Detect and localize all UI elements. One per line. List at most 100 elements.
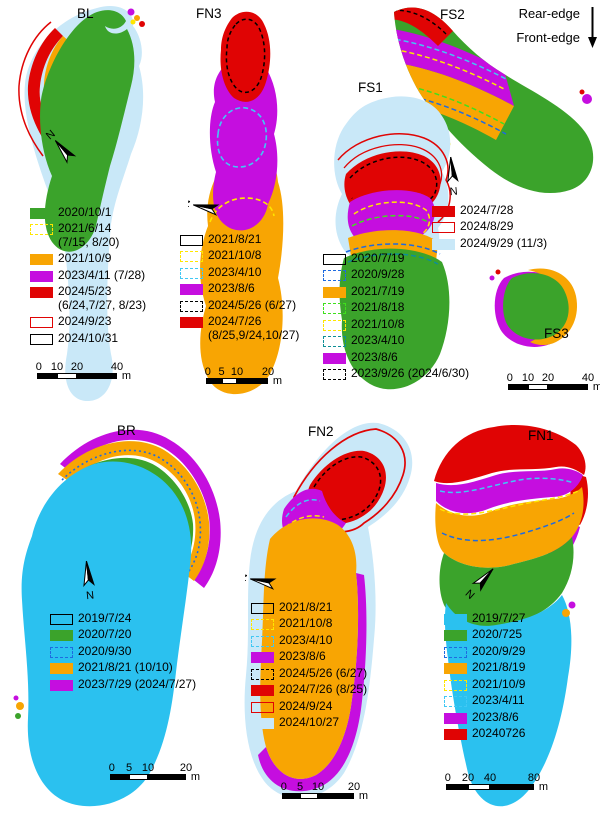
legend-item: 2021/7/19 — [323, 284, 469, 298]
fs2-speck-red2 — [579, 89, 585, 95]
br-map — [13, 429, 221, 807]
br-speck-orange — [16, 702, 24, 710]
fn2-line-2024-5-26 — [313, 456, 382, 521]
br-area-2021-8-21 — [58, 441, 210, 581]
legend-label: 2023/7/29 (2024/7/27) — [78, 676, 197, 691]
solid-swatch-icon — [30, 254, 53, 266]
fn1-line-2021-10-9 — [439, 490, 579, 515]
solid-swatch-icon — [50, 679, 73, 691]
fn2-scalebar: 0 5 10 20 m — [280, 781, 368, 802]
scalebar-tick: 20 — [541, 372, 555, 384]
bl-speck-orange — [134, 15, 140, 21]
solid-swatch-icon — [180, 284, 203, 296]
fs1-line-2021-10-8 — [353, 201, 431, 235]
bl-speck-magenta — [127, 8, 135, 16]
outline-swatch-icon — [30, 317, 53, 329]
rear-edge-label: Rear-edge — [518, 6, 580, 21]
scalebar-unit: m — [190, 771, 200, 783]
bl-speck-red — [139, 21, 145, 27]
dashed-swatch-icon — [444, 696, 467, 708]
scalebar-tick: 10 — [521, 372, 535, 384]
legend-label: 2023/4/10 — [351, 333, 405, 348]
legend-label: 2024/5/26 (6/27) — [208, 297, 297, 312]
legend-item: 2021/8/18 — [323, 300, 469, 315]
scalebar-bar: m — [282, 790, 368, 802]
legend-item: 2024/5/26 (6/27) — [180, 297, 299, 312]
fn2-area-orange-body — [260, 518, 359, 779]
scalebar-tick: 5 — [296, 781, 304, 793]
fs2-area-magenta-band — [394, 26, 514, 106]
scalebar-segment — [110, 774, 129, 780]
north-arrow-icon: N — [447, 156, 459, 198]
fs3-area-green — [503, 273, 569, 340]
scalebar-segment — [77, 373, 117, 379]
legend-item: 2023/9/26 (2024/6/30) — [323, 366, 469, 381]
solid-swatch-icon — [251, 685, 274, 697]
scalebar-segment — [221, 378, 237, 384]
fs3-speck-magenta — [489, 275, 495, 281]
scalebar-bar: m — [110, 771, 200, 783]
bl-area-2020-10-1 — [40, 10, 135, 252]
panel-title-fs1: FS1 — [358, 80, 383, 95]
north-label: N — [463, 588, 477, 602]
legend-label: 2021/8/21 — [208, 232, 262, 246]
legend-item: 2020/9/28 — [323, 267, 469, 282]
fs-scalebar: 0 10 20 40 m — [507, 372, 600, 393]
legend-item: 2021/8/21 — [180, 232, 299, 246]
legend-label: 2020/7/19 — [351, 251, 405, 265]
front-edge-label: Front-edge — [516, 30, 580, 46]
scalebar-segment — [468, 784, 490, 790]
scalebar-tick: 10 — [50, 361, 64, 373]
outline-swatch-icon — [251, 603, 274, 614]
dashed-swatch-icon — [251, 635, 274, 647]
edge-annotation: Rear-edge Front-edge — [516, 2, 580, 50]
scalebar-unit: m — [538, 781, 548, 793]
dashed-swatch-icon — [50, 646, 73, 658]
scalebar-tick: 20 — [347, 781, 361, 793]
north-label: N — [45, 128, 58, 142]
legend-item: 2019/7/24 — [50, 611, 196, 625]
fn3-line-2024-5-26 — [225, 18, 266, 94]
scalebar-unit: m — [358, 790, 368, 802]
legend-label: 2023/8/6 — [279, 649, 326, 664]
outline-swatch-icon — [30, 333, 53, 345]
legend-label: 2024/9/23 — [58, 314, 112, 329]
legend-label: 2021/6/14 (7/15, 8/20) — [58, 221, 120, 249]
legend-label-line2: (7/15, 8/20) — [58, 234, 120, 249]
dashed-swatch-icon — [30, 224, 53, 236]
scalebar-tick: 20 — [70, 361, 84, 373]
dashed-swatch-icon — [180, 300, 203, 312]
legend-label: 2023/8/6 — [472, 709, 519, 724]
outline-swatch-icon — [180, 235, 203, 246]
fs3-speck-red — [495, 269, 501, 275]
scalebar-tick: 20 — [261, 366, 275, 378]
scalebar-tick: 0 — [280, 781, 287, 793]
fn1-scalebar: 0 20 40 80 m — [445, 772, 548, 793]
solid-swatch-icon — [323, 286, 346, 298]
scalebar-tick: 20 — [179, 762, 193, 774]
scalebar-ticks: 0 5 10 20 — [280, 781, 360, 793]
dashed-swatch-icon — [444, 646, 467, 658]
scalebar-segment — [446, 784, 468, 790]
legend-label: 2024/5/26 (6/27) — [279, 665, 368, 680]
fn1-line-2020-9-29 — [441, 512, 575, 542]
fn1-speck-magenta — [568, 601, 576, 609]
fn3-area-2024-7-26 — [220, 11, 271, 102]
scalebar-tick: 0 — [204, 366, 211, 378]
solid-swatch-icon — [180, 317, 203, 329]
legend-label: 2024/10/31 — [58, 330, 119, 345]
scalebar-segment — [282, 793, 300, 799]
legend-item: 2021/10/8 — [323, 317, 469, 331]
solid-swatch-icon — [444, 663, 467, 675]
solid-swatch-icon — [444, 729, 467, 741]
outline-swatch-icon — [50, 614, 73, 625]
fs1-outline-2024-8-29 — [337, 133, 451, 223]
front-edge-arrow-icon — [588, 7, 597, 48]
br-area-cyan-body — [21, 461, 192, 807]
bl-speck-yellow — [130, 19, 136, 25]
solid-swatch-icon — [50, 630, 73, 642]
br-line-2020-9-30 — [61, 449, 202, 575]
north-label: N — [188, 198, 193, 208]
solid-swatch-icon — [432, 238, 455, 250]
north-label: N — [245, 572, 250, 582]
